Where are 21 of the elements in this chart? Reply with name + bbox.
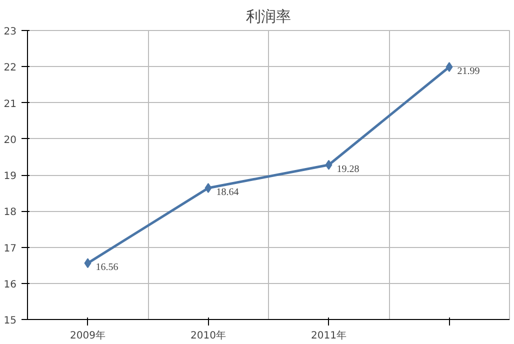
data-label: 19.28: [336, 164, 360, 175]
y-tick-label: 18: [4, 207, 17, 218]
y-tick-label: 17: [4, 243, 17, 254]
y-tick-label: 21: [4, 98, 17, 110]
y-tick-label: 19: [4, 171, 17, 182]
y-tick-label: 20: [4, 134, 17, 146]
x-tick-label: 2011年: [311, 330, 346, 342]
point: [204, 183, 212, 194]
point: [446, 62, 453, 72]
chart-title: 利润率: [246, 8, 291, 26]
data-label: 16.56: [96, 262, 118, 274]
y-tick-label: 16: [4, 279, 17, 290]
y-tick-label: 22: [4, 62, 17, 74]
point: [84, 258, 92, 268]
y-tick-label: 23: [4, 26, 17, 38]
data-label: 18.64: [216, 187, 239, 198]
x-tick-label: 2010年: [190, 330, 226, 342]
point: [325, 160, 332, 170]
data-label: 21.99: [457, 66, 480, 77]
y-tick-label: 15: [4, 316, 17, 326]
x-tick-label: 2009年: [70, 330, 106, 342]
